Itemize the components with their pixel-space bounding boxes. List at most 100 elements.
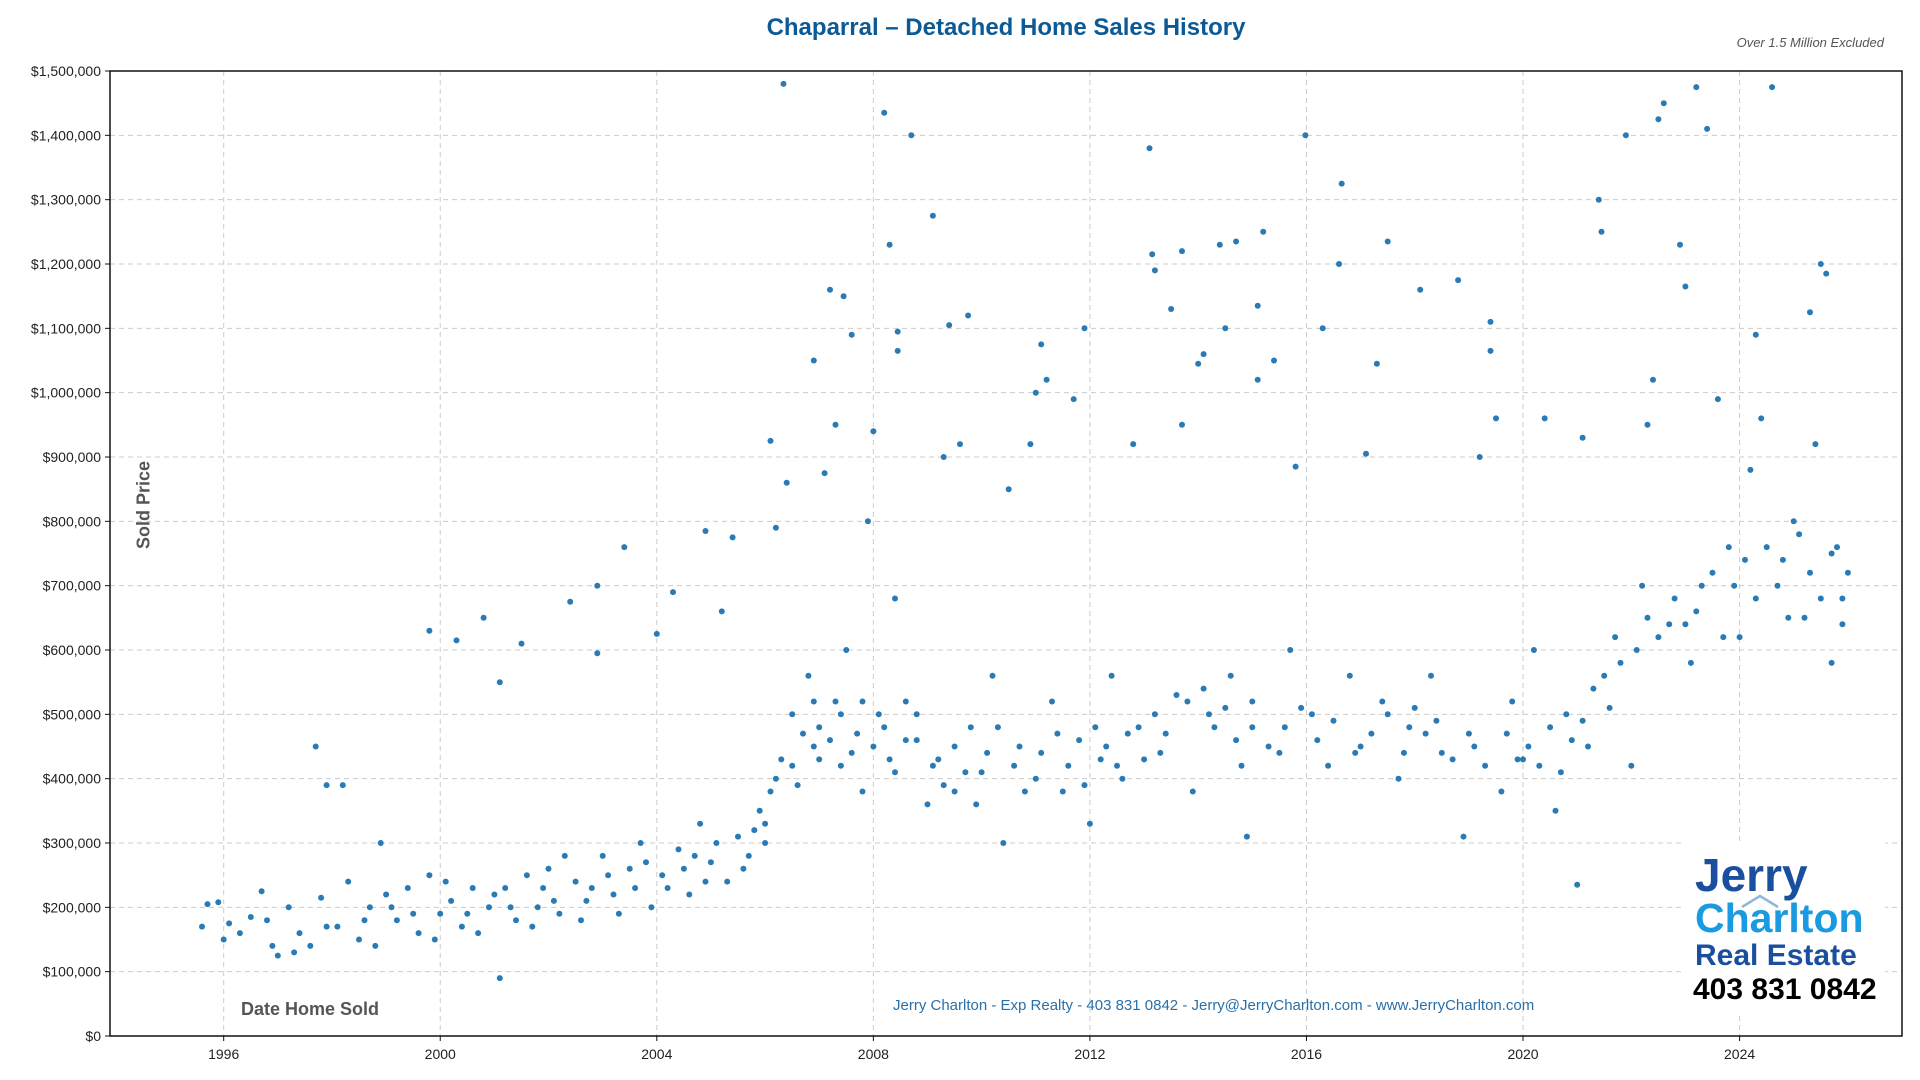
data-point [962, 769, 969, 776]
data-point [881, 109, 888, 116]
data-point [767, 788, 774, 795]
data-point [783, 479, 790, 486]
data-point [929, 212, 936, 219]
data-point [886, 756, 893, 763]
data-point [810, 743, 817, 750]
data-point [854, 730, 861, 737]
data-point [247, 914, 254, 920]
data-point [1498, 788, 1505, 795]
data-point [1682, 283, 1689, 290]
data-point [1233, 238, 1240, 245]
data-point [269, 942, 276, 949]
data-point [372, 942, 379, 949]
data-point [1763, 544, 1770, 551]
data-point [767, 437, 774, 444]
data-point [1598, 228, 1605, 235]
data-point [965, 312, 972, 319]
data-point [1043, 376, 1050, 383]
data-point [1049, 698, 1055, 705]
data-point [686, 891, 693, 898]
data-point [859, 788, 866, 795]
data-point [1660, 100, 1667, 107]
data-point [1828, 659, 1835, 666]
y-tick-label: $900,000 [43, 449, 102, 465]
data-point [1065, 762, 1072, 769]
data-point [1514, 756, 1521, 763]
data-point [1173, 692, 1180, 698]
data-point [1281, 724, 1288, 731]
data-point [1714, 396, 1721, 403]
data-point [523, 872, 530, 879]
data-point [594, 650, 601, 657]
data-point [1271, 357, 1277, 364]
data-point [1785, 614, 1792, 621]
data-point [1428, 672, 1434, 679]
data-point [929, 762, 936, 769]
data-point [1557, 769, 1564, 776]
data-point [1325, 762, 1332, 769]
data-points [199, 80, 1851, 982]
data-point [1211, 724, 1218, 731]
data-point [1206, 711, 1212, 718]
data-point [1790, 518, 1797, 525]
data-point [1038, 749, 1045, 756]
data-point [664, 885, 671, 891]
data-point [978, 769, 985, 776]
data-point [637, 840, 644, 846]
data-point [437, 910, 444, 917]
data-point [1352, 749, 1359, 756]
data-point [415, 930, 422, 937]
data-point [1103, 743, 1110, 750]
data-point [780, 80, 787, 87]
data-point [307, 942, 314, 949]
data-point [1081, 782, 1088, 789]
data-point [291, 949, 298, 956]
data-point [913, 737, 920, 744]
data-point [1563, 711, 1570, 718]
data-point [1319, 325, 1326, 332]
data-point [1086, 820, 1093, 827]
data-point [410, 910, 417, 917]
data-point [1590, 685, 1597, 692]
data-point [496, 679, 503, 686]
data-point [675, 846, 682, 853]
y-axis-ticks: $0 $100,000 $200,000 $300,000 $400,000 $500,0… [31, 63, 110, 1044]
data-point [1027, 441, 1034, 448]
data-point [1595, 196, 1602, 203]
data-point [1666, 621, 1673, 628]
data-point [1487, 318, 1494, 325]
data-point [1151, 711, 1158, 718]
data-point [594, 582, 601, 589]
data-point [1384, 238, 1391, 245]
y-tick-label: $500,000 [43, 706, 102, 722]
data-point [1368, 730, 1375, 737]
data-point [1801, 614, 1808, 621]
data-point [1752, 331, 1759, 338]
chart-subtitle: Over 1.5 Million Excluded [1736, 35, 1884, 50]
data-point [1422, 730, 1429, 737]
data-point [1493, 415, 1499, 422]
data-point [1834, 544, 1840, 551]
logo-line2: Charlton [1695, 895, 1864, 941]
data-point [1677, 241, 1683, 248]
y-tick-label: $600,000 [43, 642, 102, 658]
data-point [1455, 277, 1462, 284]
y-tick-label: $700,000 [43, 578, 102, 594]
y-tick-label: $1,000,000 [31, 385, 101, 401]
data-point [848, 331, 855, 338]
data-point [1200, 685, 1207, 692]
data-point [1655, 634, 1662, 641]
x-tick-label: 2008 [858, 1046, 889, 1062]
data-point [902, 737, 909, 744]
data-point [1460, 833, 1467, 840]
data-point [1314, 737, 1321, 744]
data-point [913, 711, 920, 718]
data-point [1438, 749, 1445, 756]
data-point [1373, 360, 1380, 367]
data-point [1704, 125, 1711, 132]
data-point [843, 647, 850, 653]
data-point [1433, 717, 1440, 724]
data-point [902, 698, 909, 705]
data-point [621, 544, 628, 551]
data-point [745, 852, 752, 859]
